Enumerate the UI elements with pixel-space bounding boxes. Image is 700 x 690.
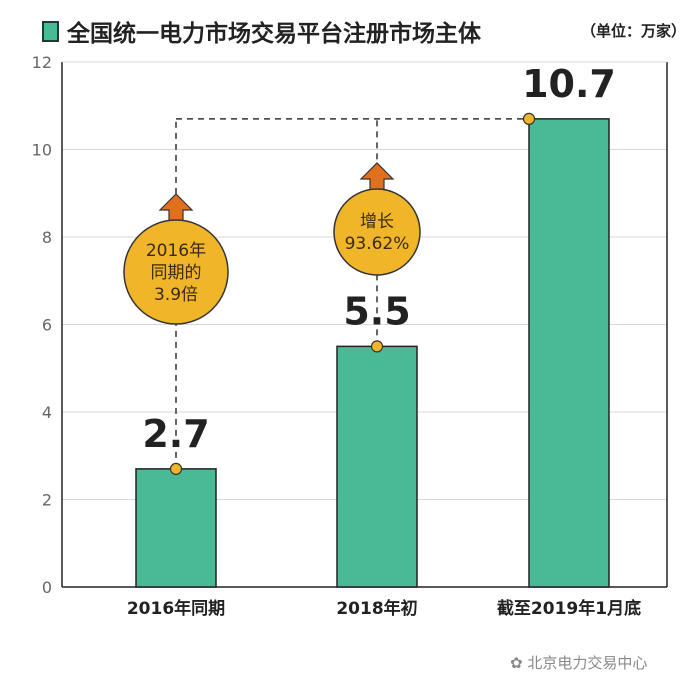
y-tick-label: 2 — [42, 491, 52, 510]
wechat-icon: ✿ — [510, 654, 528, 672]
annotation-text: 增长 — [360, 212, 394, 232]
y-tick-label: 8 — [42, 228, 52, 247]
data-point-marker — [370, 340, 384, 353]
y-tick-label: 0 — [42, 578, 52, 597]
unit-label: （单位：万家） — [580, 22, 686, 40]
annotation-text: 2016年 — [146, 241, 206, 261]
data-point-marker — [169, 462, 183, 475]
annotation-text: 同期的 — [151, 263, 202, 283]
x-tick-label: 2018年初 — [336, 598, 417, 619]
data-label: 5.5 — [343, 289, 410, 333]
x-tick-label: 截至2019年1月底 — [497, 598, 641, 619]
watermark: ✿ 北京电力交易中心 — [510, 652, 647, 673]
data-point-marker — [522, 112, 536, 125]
x-tick-label: 2016年同期 — [127, 598, 225, 619]
data-label: 10.7 — [522, 62, 616, 106]
watermark-text: 北京电力交易中心 — [527, 654, 648, 672]
bar — [528, 118, 610, 588]
y-tick-label: 10 — [32, 141, 52, 160]
bar — [135, 468, 217, 588]
annotation-bubble — [333, 188, 421, 276]
bar — [336, 345, 418, 588]
chart-title: 全国统一电力市场交易平台注册市场主体 — [42, 14, 481, 48]
y-tick-label: 12 — [32, 53, 52, 72]
data-label: 2.7 — [142, 412, 209, 456]
annotation-text: 3.9倍 — [154, 285, 198, 305]
title-text: 全国统一电力市场交易平台注册市场主体 — [67, 21, 481, 47]
y-tick-label: 6 — [42, 316, 52, 335]
y-tick-label: 4 — [42, 403, 52, 422]
annotation-bubble — [123, 219, 229, 325]
annotation-text: 93.62% — [345, 234, 410, 254]
legend-swatch — [42, 20, 59, 42]
